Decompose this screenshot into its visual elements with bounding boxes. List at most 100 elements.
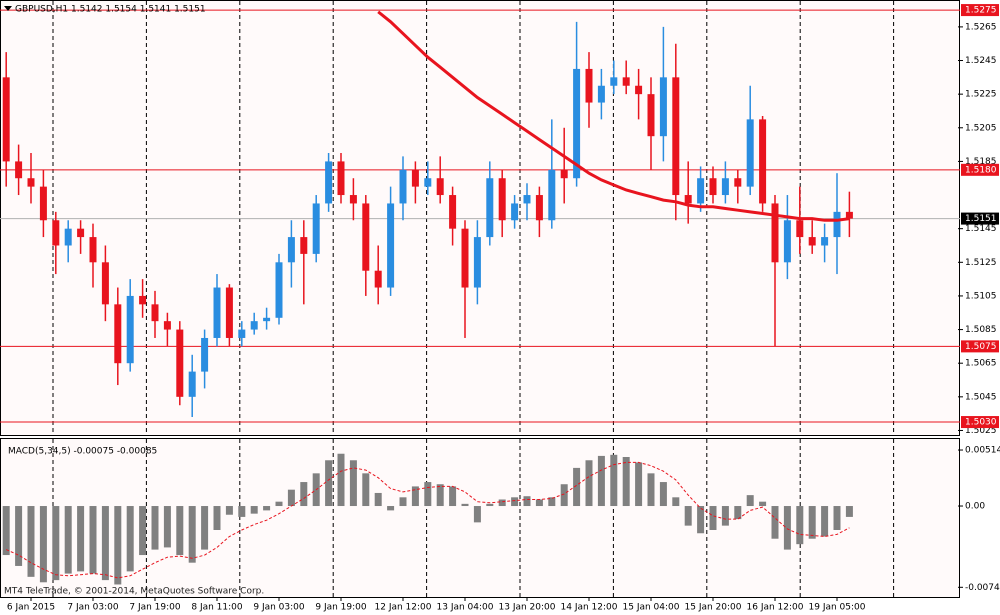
macd-bar: [833, 506, 841, 530]
y-tick-label: 1.5185: [965, 157, 997, 167]
candle-body: [672, 77, 680, 196]
candle-body: [610, 77, 618, 86]
candle-body: [275, 262, 283, 318]
candle-body: [411, 169, 419, 187]
macd-bar: [610, 454, 618, 507]
level-label: 1.5275: [965, 6, 997, 16]
candle-body: [523, 195, 531, 204]
candle-body: [436, 178, 444, 196]
x-tick-label: 13 Jan 20:00: [499, 603, 556, 613]
macd-bar: [548, 497, 556, 507]
candle-body: [52, 220, 60, 246]
candle-body: [622, 77, 630, 86]
macd-bar: [325, 460, 333, 507]
macd-bar: [188, 506, 196, 563]
candle-body: [201, 337, 209, 372]
candle-body: [734, 178, 742, 187]
chart-title: GBPUSD,H1 1.5142 1.5154 1.5141 1.5151: [15, 5, 206, 15]
macd-title: MACD(5,34,5) -0.00075 -0.00085: [8, 447, 157, 457]
candle-body: [535, 195, 543, 221]
macd-bar: [300, 482, 308, 507]
candle-body: [746, 119, 754, 187]
macd-bar: [486, 503, 494, 507]
macd-bar: [126, 506, 134, 572]
candle-body: [833, 211, 841, 238]
macd-bar: [399, 497, 407, 507]
candle-body: [461, 228, 469, 288]
x-tick-label: 15 Jan 04:00: [623, 603, 680, 613]
candle-body: [597, 85, 605, 103]
candle-body: [721, 178, 729, 196]
candle-body: [225, 287, 233, 338]
macd-bar: [387, 506, 395, 511]
macd-bar: [498, 499, 506, 507]
macd-bar: [114, 506, 122, 585]
candle-body: [560, 169, 568, 179]
macd-bar: [52, 506, 60, 581]
candle-body: [89, 237, 97, 263]
candle-body: [697, 178, 705, 204]
level-label: 1.5030: [965, 418, 997, 428]
candle-body: [486, 178, 494, 238]
candle-body: [449, 195, 457, 229]
candle-body: [362, 203, 370, 271]
candle-body: [387, 203, 395, 288]
macd-bar: [362, 473, 370, 507]
x-tick-label: 9 Jan 03:00: [253, 603, 305, 613]
x-tick-label: 19 Jan 05:00: [809, 603, 866, 613]
candle-body: [163, 321, 171, 330]
candle-body: [139, 295, 147, 305]
current-price-label: 1.5151: [965, 214, 997, 224]
macd-bar: [821, 506, 829, 537]
macd-bar: [597, 455, 605, 507]
candle-body: [250, 321, 258, 330]
macd-bar: [101, 506, 109, 581]
y-tick-label: 0.00514: [965, 446, 1000, 456]
candle-body: [635, 85, 643, 95]
macd-bar: [449, 486, 457, 507]
macd-bar: [734, 506, 742, 520]
candle-body: [399, 169, 407, 204]
macd-bar: [39, 506, 47, 583]
macd-bar: [672, 497, 680, 507]
x-tick-label: 9 Jan 19:00: [315, 603, 367, 613]
y-tick-label: 0.00: [965, 502, 985, 512]
level-box: [961, 416, 999, 429]
macd-bar: [845, 506, 853, 517]
watermark: MT4 TeleTrade, © 2001-2014, MetaQuotes S…: [4, 587, 264, 597]
candle-body: [548, 169, 556, 221]
level-label: 1.5180: [965, 165, 997, 175]
x-tick-label: 13 Jan 04:00: [437, 603, 494, 613]
y-tick-label: 1.5245: [965, 56, 997, 66]
candle-body: [473, 237, 481, 288]
candle-body: [647, 94, 655, 137]
macd-bar: [759, 501, 767, 507]
macd-bar: [225, 506, 233, 515]
macd-bar: [684, 506, 692, 526]
level-label: 1.5075: [965, 342, 997, 352]
macd-bar: [560, 484, 568, 507]
candle-body: [114, 304, 122, 364]
macd-bar: [424, 482, 432, 507]
y-tick-label: 1.5265: [965, 22, 997, 32]
candle-body: [176, 329, 184, 397]
macd-bar: [523, 496, 531, 507]
candle-body: [498, 178, 506, 221]
x-tick-label: 15 Jan 20:00: [685, 603, 742, 613]
candle-body: [263, 317, 271, 322]
macd-bar: [473, 506, 481, 523]
candle-body: [821, 237, 829, 246]
macd-bar: [535, 499, 543, 507]
macd-bar: [287, 489, 295, 507]
macd-bar: [77, 506, 85, 572]
candle-body: [126, 295, 134, 364]
candle-body: [39, 186, 47, 221]
macd-bar: [585, 460, 593, 507]
macd-bar: [659, 482, 667, 507]
x-tick-label: 6 Jan 2015: [7, 603, 55, 613]
candle-body: [659, 77, 667, 137]
macd-bar: [647, 473, 655, 507]
macd-bar: [250, 506, 258, 514]
